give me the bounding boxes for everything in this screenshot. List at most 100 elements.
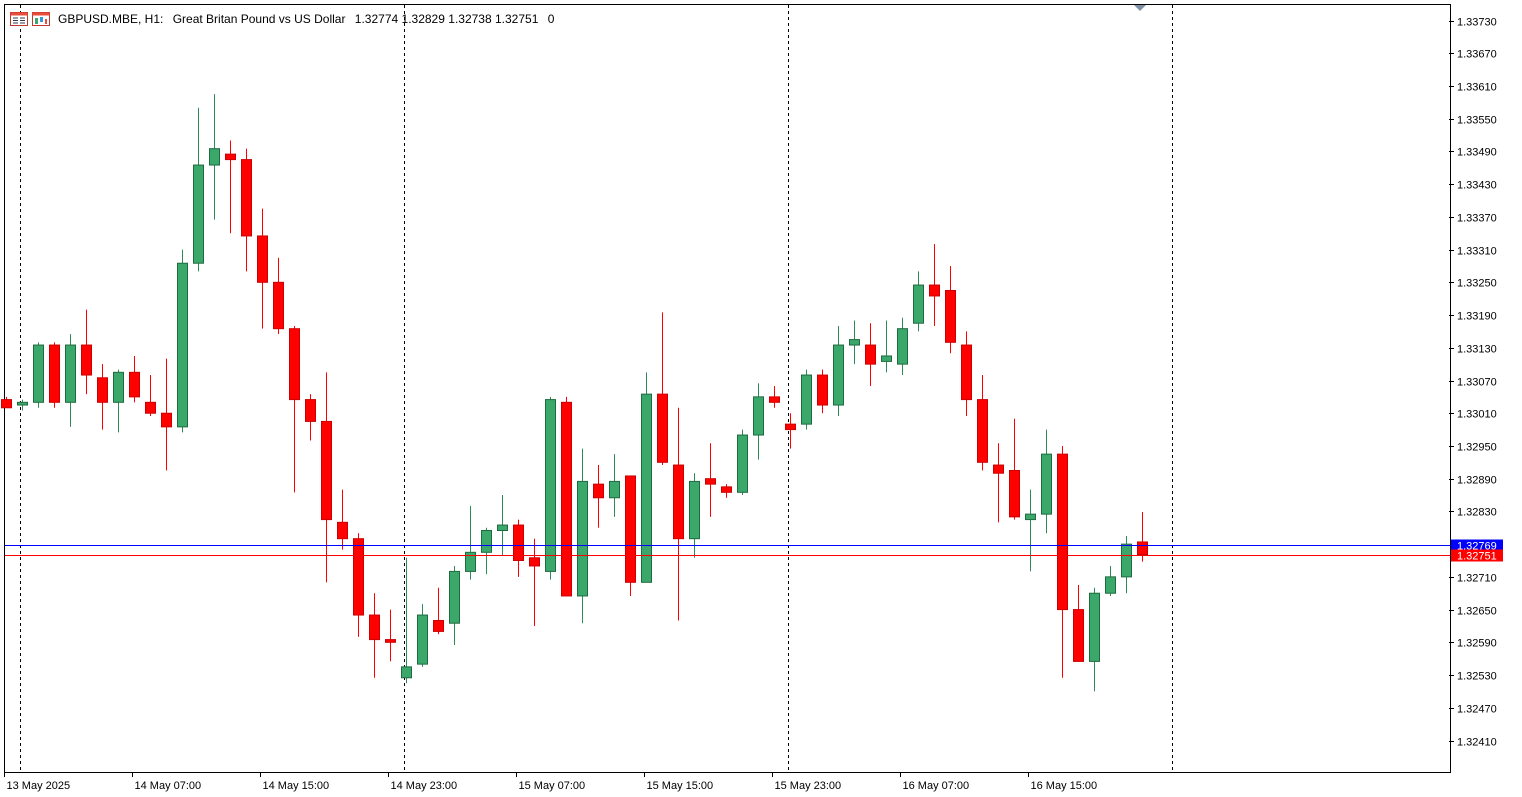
candle xyxy=(353,533,364,637)
bull-candle-body xyxy=(641,393,652,583)
candle xyxy=(113,369,124,433)
candle xyxy=(433,587,444,635)
candle xyxy=(929,244,940,326)
candle xyxy=(1,396,12,409)
chart-properties-icon[interactable] xyxy=(32,12,50,26)
candle xyxy=(257,208,268,329)
bear-candle-body xyxy=(657,393,668,463)
bull-candle-body xyxy=(609,480,620,499)
candle xyxy=(1009,418,1020,520)
time-tick-label: 15 May 07:00 xyxy=(519,780,586,792)
chart-header: GBPUSD.MBE, H1: Great Britan Pound vs US… xyxy=(10,10,554,28)
candle xyxy=(81,309,92,395)
price-tick-label: 1.32890 xyxy=(1457,475,1497,487)
candle xyxy=(321,372,332,583)
candle xyxy=(737,429,748,496)
candle xyxy=(961,331,972,416)
bear-candle-body xyxy=(865,344,876,365)
candle xyxy=(337,489,348,550)
bull-candle-body xyxy=(33,344,44,403)
bull-candle-body xyxy=(753,396,764,436)
bull-candle-body xyxy=(1105,576,1116,594)
candle xyxy=(305,394,316,441)
bear-candle-body xyxy=(625,475,636,583)
time-tick-label: 16 May 15:00 xyxy=(1031,780,1098,792)
candle xyxy=(913,271,924,332)
candle xyxy=(945,265,956,354)
price-tick-label: 1.32410 xyxy=(1457,737,1497,749)
price-axis[interactable]: 1.33730 1.33670 1.33610 1.33550 1.33490 1.334… xyxy=(1449,17,1503,749)
bull-candle-body xyxy=(545,399,556,572)
chart-plot-area[interactable] xyxy=(4,4,1451,773)
candle xyxy=(161,358,172,471)
bear-candle-body xyxy=(353,538,364,616)
bull-candle-body xyxy=(209,148,220,166)
candle xyxy=(513,519,524,577)
candle xyxy=(369,593,380,678)
candle xyxy=(1137,511,1148,562)
bear-candle-body xyxy=(561,401,572,597)
time-tick-label: 14 May 23:00 xyxy=(391,780,458,792)
price-tick-label: 1.33730 xyxy=(1457,17,1497,29)
time-axis[interactable]: 13 May 2025 14 May 07:00 14 May 15:00 14 Ma… xyxy=(4,772,1098,792)
bid-price-tag xyxy=(1451,549,1503,562)
bear-candle-body xyxy=(721,486,732,493)
bull-candle-body xyxy=(1041,453,1052,515)
candle xyxy=(417,604,428,667)
chart-shift-marker-icon[interactable] xyxy=(1134,5,1146,11)
bear-candle-body xyxy=(769,396,780,403)
ohlc-open: 1.32774 xyxy=(354,12,399,26)
price-tick-label: 1.33430 xyxy=(1457,180,1497,192)
price-tick-label: 1.33610 xyxy=(1457,82,1497,94)
bear-candle-body xyxy=(369,614,380,641)
candle xyxy=(209,94,220,220)
price-tick-label: 1.32950 xyxy=(1457,442,1497,454)
candle xyxy=(657,312,668,466)
candle xyxy=(65,334,76,427)
time-tick-label: 16 May 07:00 xyxy=(903,780,970,792)
bear-candle-body xyxy=(673,464,684,540)
ohlc-high: 1.32829 xyxy=(401,12,445,26)
candle xyxy=(1025,489,1036,572)
bear-candle-body xyxy=(705,478,716,485)
bull-candle-body xyxy=(737,434,748,493)
bear-candle-body xyxy=(513,524,524,562)
candle xyxy=(865,323,876,386)
bear-candle-body xyxy=(929,284,940,297)
time-tick-label: 15 May 23:00 xyxy=(775,780,842,792)
candle xyxy=(609,454,620,517)
time-tick-label: 14 May 07:00 xyxy=(135,780,202,792)
candle xyxy=(129,355,140,403)
bull-candle-body xyxy=(801,374,812,425)
candle xyxy=(177,249,188,433)
candle xyxy=(561,396,572,597)
symbol-description: Great Britan Pound vs US Dollar xyxy=(172,12,346,26)
bull-candle-body xyxy=(417,614,428,665)
candle xyxy=(673,407,684,621)
bear-candle-body xyxy=(49,344,60,403)
bear-candle-body xyxy=(241,159,252,237)
bear-candle-body xyxy=(817,374,828,406)
bear-candle-body xyxy=(225,153,236,161)
bear-candle-body xyxy=(257,235,268,283)
price-tick-label: 1.32650 xyxy=(1457,606,1497,618)
bull-candle-body xyxy=(881,355,892,362)
bull-candle-body xyxy=(113,371,124,403)
candle xyxy=(449,565,460,646)
candle xyxy=(977,375,988,471)
candle xyxy=(33,342,44,408)
bear-candle-body xyxy=(81,344,92,376)
day-separator-lines xyxy=(20,5,1173,772)
candle xyxy=(753,383,764,460)
price-tick-label: 1.33310 xyxy=(1457,246,1497,258)
bull-candle-body xyxy=(1025,513,1036,521)
candle xyxy=(97,364,108,430)
bull-candle-body xyxy=(497,524,508,532)
bear-candle-body xyxy=(321,420,332,521)
bear-candle-body xyxy=(993,464,1004,474)
candle xyxy=(481,527,492,575)
bull-candle-body xyxy=(65,344,76,403)
chart-window-icon[interactable] xyxy=(10,12,28,26)
bull-candle-body xyxy=(193,164,204,264)
